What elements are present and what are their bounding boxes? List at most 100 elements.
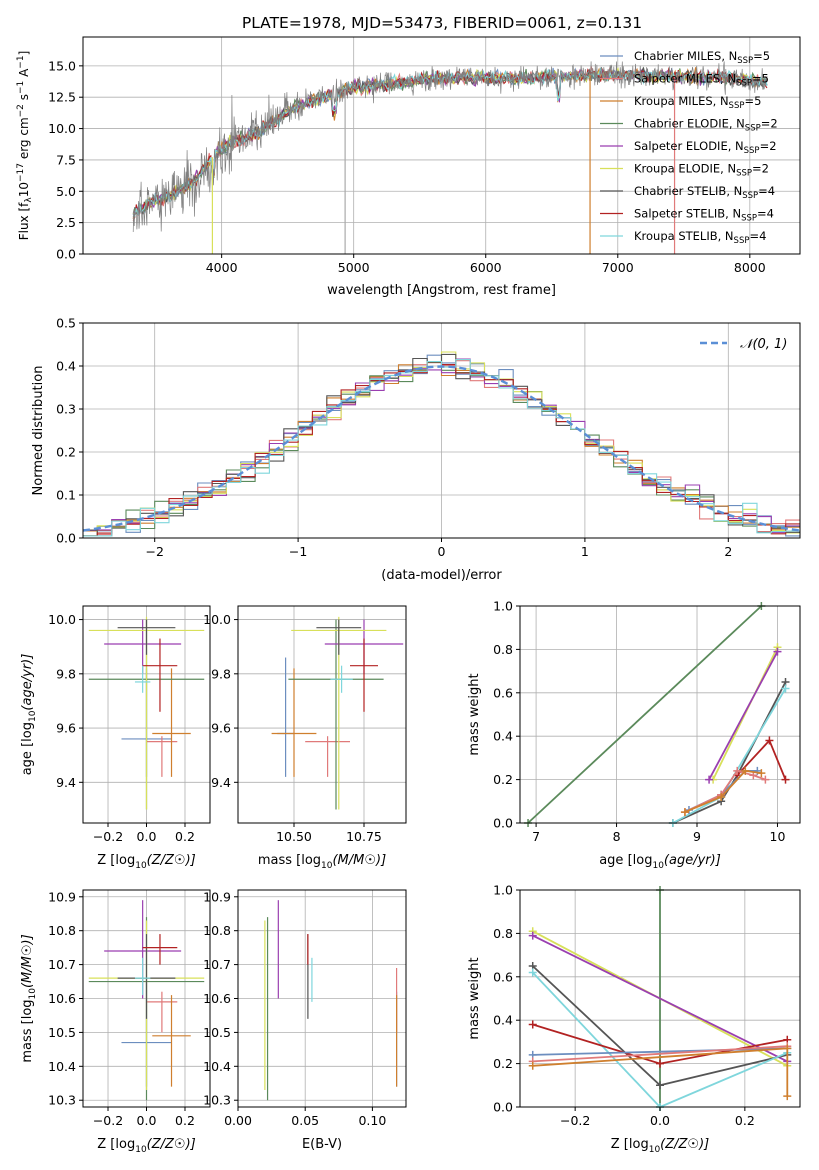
legend-entry: Kroupa STELIB, NSSP=4 [634, 229, 766, 246]
x-tick-label: 0.0 [650, 1113, 670, 1128]
y-axis-label: age [log10(age/yr)] [20, 654, 38, 776]
x-tick-label: 0 [438, 544, 446, 559]
axes-massweight_vs_Z: −0.2 0.0 0.2 0.0 0.2 0.4 0.6 0.8 1.0 Z [log10(Z/Z… [467, 883, 801, 1155]
label-sub: 10 [321, 861, 333, 871]
y-tick-label: 10.8 [203, 923, 231, 938]
weight-line [532, 1045, 788, 1063]
label-sub: 10 [135, 861, 147, 871]
weight-line [532, 934, 788, 1063]
x-tick-label: 8000 [734, 260, 766, 275]
weight-marker [528, 1020, 537, 1029]
y-axis-label: Flux [fλ10−17 erg cm−2 s−1 A−1] [16, 51, 34, 241]
label-part: −2 [16, 104, 26, 117]
legend-sub: SSP [741, 214, 757, 224]
plot-area [271, 616, 404, 810]
error-bar [271, 668, 317, 777]
weight-marker [773, 647, 782, 656]
x-axis-label: Z [log10(Z/Z☉)] [97, 853, 195, 871]
ticks: 4000 5000 6000 7000 8000 0.0 2.5 5.0 7.5 10.0 12.5… [48, 58, 766, 275]
weight-line [527, 605, 763, 824]
legend-text: Chabrier ELODIE, N [634, 117, 745, 131]
x-tick-label: −1 [289, 544, 307, 559]
x-tick-label: 0.2 [175, 1113, 195, 1128]
y-tick-label: 10.5 [203, 1025, 231, 1040]
legend-tail: =4 [757, 207, 774, 221]
legend-text: Kroupa ELODIE, N [634, 162, 736, 176]
axes-age_vs_mass: 10.50 10.75 9.4 9.6 9.8 10.0 mass [log10(M/M☉)… [203, 605, 407, 871]
y-axis-label: mass weight [467, 957, 482, 1039]
x-axis-label: mass [log10(M/M☉)] [258, 853, 386, 871]
y-tick-label: 0.8 [493, 642, 513, 657]
legend-entry: Chabrier MILES, NSSP=5 [634, 49, 770, 66]
legend-tail: =5 [753, 49, 770, 63]
y-tick-label: 0.2 [493, 1056, 513, 1071]
axes-residual_hist: −2 −1 0 1 2 0.0 0.1 0.2 0.3 0.4 0.5 (data-model)/er… [31, 316, 801, 583]
y-tick-label: 0.2 [493, 772, 513, 787]
weight-marker [781, 775, 790, 784]
y-tick-label: 10.7 [48, 957, 76, 972]
label-part: log [20, 722, 35, 742]
legend-tail: =4 [749, 229, 766, 243]
weight-line [708, 651, 779, 781]
label-part: (age/yr)] [20, 654, 35, 711]
hist-legend: 𝒩(0, 1) [700, 337, 787, 352]
error-bar [142, 638, 178, 712]
legend-text: Chabrier STELIB, N [634, 184, 742, 198]
legend-entry: Chabrier STELIB, NSSP=4 [634, 184, 775, 201]
error-bar [350, 638, 378, 712]
legend-entry: Kroupa ELODIE, NSSP=2 [634, 162, 769, 179]
x-axis-label: wavelength [Angstrom, rest frame] [327, 283, 556, 298]
legend-text: Salpeter MILES, N [634, 72, 736, 86]
x-tick-label: 9 [693, 829, 701, 844]
legend-sub: SSP [734, 236, 750, 246]
label-part: log [633, 853, 653, 868]
y-tick-label: 0.2 [56, 445, 76, 460]
y-tick-label: 10.6 [48, 991, 76, 1006]
weight-marker [656, 1081, 664, 1090]
y-tick-label: 2.5 [56, 215, 76, 230]
y-tick-label: 0.8 [493, 926, 513, 941]
x-tick-label: 0.0 [137, 829, 157, 844]
weight-marker [528, 968, 537, 977]
error-bar [152, 995, 191, 1087]
y-tick-label: 10.6 [203, 991, 231, 1006]
y-tick-label: 0.0 [56, 247, 76, 262]
error-bar [134, 665, 151, 693]
grid [238, 606, 406, 823]
x-tick-label: 0.2 [735, 1113, 755, 1128]
error-bar [288, 619, 384, 810]
x-tick-label: 7000 [602, 260, 634, 275]
label-part: s [17, 94, 31, 104]
histogram-step [83, 353, 800, 537]
y-tick-label: 9.4 [56, 775, 76, 790]
y-tick-label: 10.7 [203, 957, 231, 972]
label-part: 10 [17, 182, 31, 197]
grid [520, 605, 800, 824]
weight-marker [783, 1092, 792, 1101]
legend-tail: =4 [758, 184, 775, 198]
label-part: ] [17, 51, 31, 56]
x-tick-label: 0.2 [175, 829, 195, 844]
y-tick-label: 7.5 [56, 152, 76, 167]
ticks: −2 −1 0 1 2 0.0 0.1 0.2 0.3 0.4 0.5 [56, 316, 732, 560]
error-bar [277, 657, 294, 777]
y-tick-label: 9.4 [211, 775, 231, 790]
error-bar [330, 665, 353, 693]
weight-marker [528, 931, 537, 940]
weight-line [672, 688, 787, 824]
legend-text: Kroupa MILES, N [634, 94, 729, 108]
label-part: Z [ [97, 1137, 115, 1152]
weight-marker [528, 1061, 537, 1070]
legend-tail: =5 [744, 94, 761, 108]
x-tick-label: 1 [581, 544, 589, 559]
y-tick-label: 10.0 [48, 121, 76, 136]
legend-tail: =2 [752, 162, 769, 176]
axes-spectrum: 4000 5000 6000 7000 8000 0.0 2.5 5.0 7.5 10.0 12.5… [16, 36, 801, 298]
label-part: mass [ [258, 853, 301, 868]
ticks: 0.00 0.05 0.10 10.3 10.4 10.5 10.6 10.7 10.8 10.9 [203, 889, 386, 1128]
x-tick-label: 0.0 [137, 1113, 157, 1128]
spectrum-legend: Chabrier MILES, NSSP=5 Salpeter MILES, N S… [600, 49, 778, 246]
x-axis-label: Z [log10(Z/Z☉)] [97, 1137, 195, 1155]
label-part: mass [ [20, 1019, 35, 1062]
y-tick-label: 0.4 [493, 729, 513, 744]
